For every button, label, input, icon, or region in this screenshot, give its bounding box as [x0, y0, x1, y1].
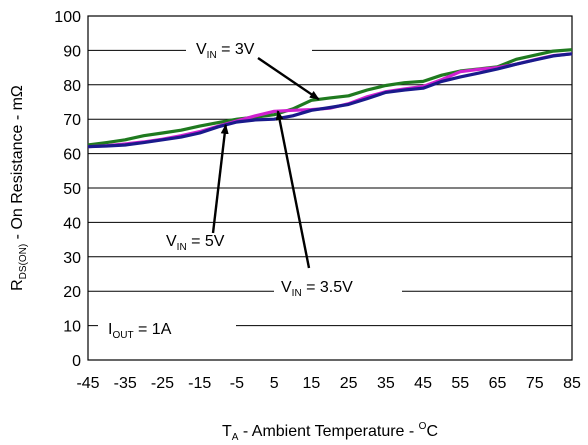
x-tick-label: -5	[230, 375, 244, 392]
y-tick-label: 70	[63, 112, 81, 129]
annotation-label-iout: IOUT = 1A	[108, 321, 172, 341]
x-axis-label: TA - Ambient Temperature - OC	[222, 421, 438, 443]
annotation-label-vin3: VIN = 3V	[196, 41, 255, 61]
x-tick-label: -15	[188, 375, 211, 392]
y-tick-label: 60	[63, 147, 81, 164]
y-tick-label: 30	[63, 250, 81, 267]
annotation-arrow-vin35	[275, 110, 311, 269]
x-tick-label: 85	[563, 375, 581, 392]
y-tick-label: 0	[72, 353, 81, 370]
x-tick-label: -45	[76, 375, 99, 392]
annotation-box-vin35	[274, 268, 402, 304]
series-lines	[87, 48, 573, 149]
y-tick-label: 20	[63, 284, 81, 301]
x-tick-label: 55	[451, 375, 469, 392]
annotation-box-vin3	[186, 33, 312, 63]
y-tick-label: 10	[63, 319, 81, 336]
y-tick-label: 90	[63, 43, 81, 60]
y-axis-label: RDS(ON) - On Resistance - mΩ	[9, 85, 29, 291]
annotation-arrow-vin5	[211, 123, 229, 234]
annotation-label-vin5: VIN = 5V	[166, 233, 225, 253]
x-tick-label: -25	[151, 375, 174, 392]
x-tick-label: 35	[377, 375, 395, 392]
axis-labels: TA - Ambient Temperature - OC RDS(ON) - O…	[9, 85, 438, 443]
annotations: VIN = 3V VIN = 5V VIN = 3.5V IOUT = 1A	[98, 33, 402, 344]
y-tick-label: 100	[54, 9, 81, 26]
annotation-label-vin35: VIN = 3.5V	[281, 279, 353, 299]
y-tick-label: 50	[63, 181, 81, 198]
x-tick-label: 45	[414, 375, 432, 392]
x-tick-label: 5	[270, 375, 279, 392]
x-tick-label: 15	[302, 375, 320, 392]
series-line-2	[87, 52, 573, 149]
annotation-box-vin5	[160, 225, 264, 255]
tick-labels: 0 10 20 30 40 50 60 70 80 90 100 -45 -35 -25 -15 -5 5 15 2…	[54, 9, 581, 392]
x-tick-label: 75	[526, 375, 544, 392]
x-tick-label: 65	[489, 375, 507, 392]
x-tick-label: -35	[114, 375, 137, 392]
y-tick-label: 80	[63, 78, 81, 95]
annotation-arrow-vin3	[257, 57, 320, 101]
annotation-box-iout	[98, 314, 236, 344]
y-tick-label: 40	[63, 215, 81, 232]
x-tick-label: 25	[340, 375, 358, 392]
